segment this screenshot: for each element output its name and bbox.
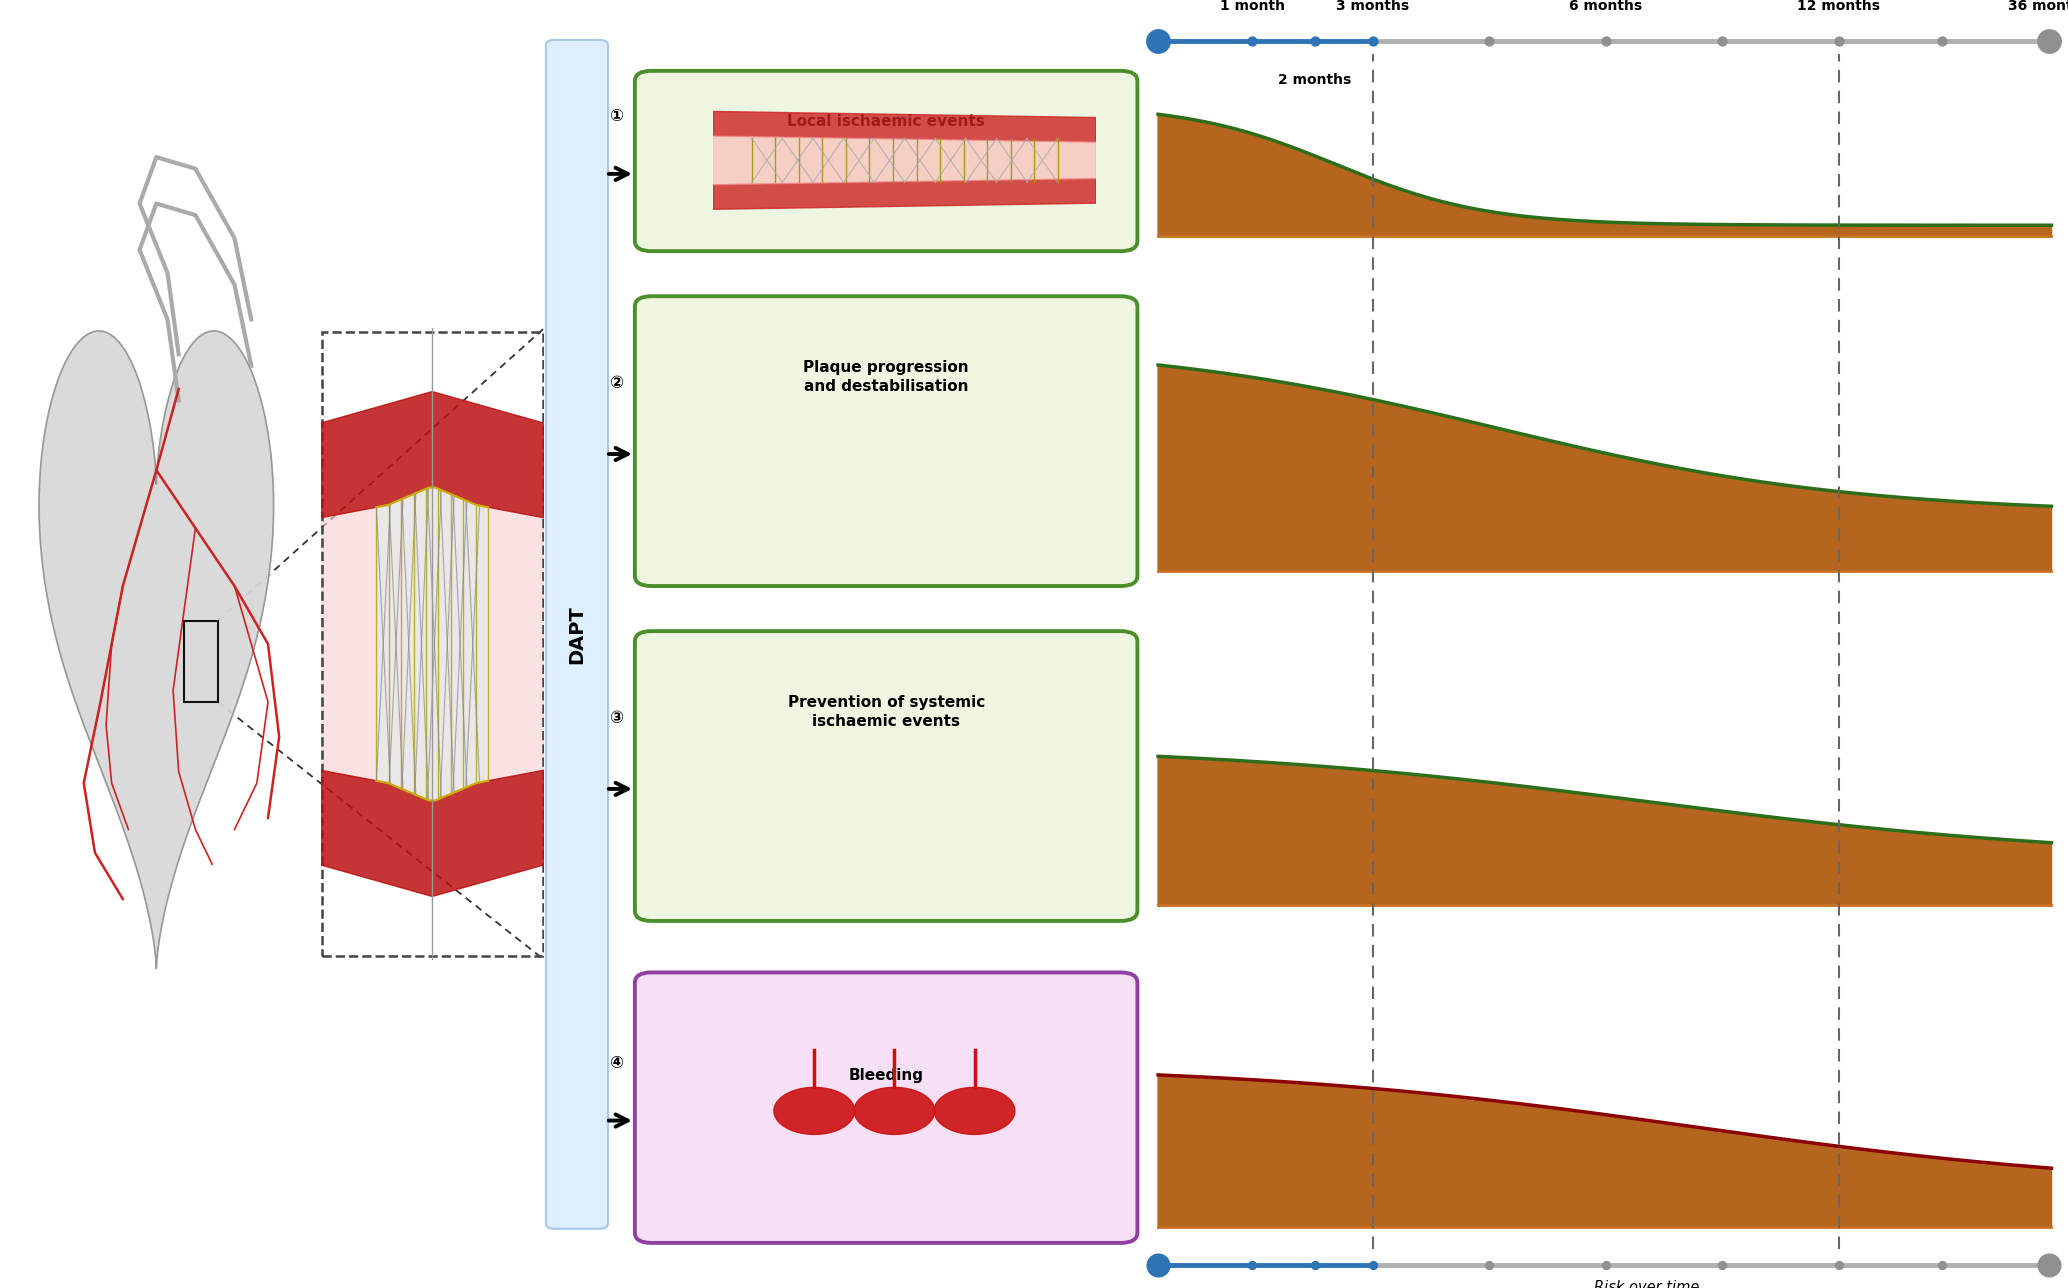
Polygon shape bbox=[321, 487, 544, 801]
Polygon shape bbox=[321, 392, 544, 518]
Text: ②: ② bbox=[608, 375, 622, 392]
Polygon shape bbox=[713, 112, 1096, 142]
Point bbox=[1235, 1255, 1268, 1275]
Polygon shape bbox=[39, 331, 273, 969]
Point bbox=[1472, 31, 1506, 52]
Point bbox=[2033, 1255, 2066, 1275]
Text: DAPT: DAPT bbox=[567, 605, 587, 663]
Text: ③: ③ bbox=[608, 710, 622, 726]
Text: 3 months: 3 months bbox=[1336, 0, 1410, 13]
Text: Local ischaemic events: Local ischaemic events bbox=[788, 113, 984, 129]
Point bbox=[1357, 1255, 1390, 1275]
Point bbox=[1299, 1255, 1332, 1275]
Text: Risk over time: Risk over time bbox=[1594, 1280, 1700, 1288]
Point bbox=[1588, 1255, 1621, 1275]
Point bbox=[2033, 31, 2066, 52]
Text: Bleeding: Bleeding bbox=[848, 1068, 924, 1083]
Polygon shape bbox=[935, 1087, 1015, 1135]
Polygon shape bbox=[854, 1087, 935, 1135]
Point bbox=[1142, 31, 1175, 52]
Text: Plaque progression
and destabilisation: Plaque progression and destabilisation bbox=[802, 361, 970, 394]
Text: 1 month: 1 month bbox=[1220, 0, 1284, 13]
Point bbox=[1925, 31, 1958, 52]
Point bbox=[1822, 31, 1855, 52]
Point bbox=[1235, 31, 1268, 52]
Text: 12 months: 12 months bbox=[1797, 0, 1880, 13]
Polygon shape bbox=[1158, 365, 2051, 571]
Point bbox=[1299, 31, 1332, 52]
Polygon shape bbox=[321, 770, 544, 896]
Text: ④: ④ bbox=[608, 1054, 622, 1072]
Point bbox=[1925, 1255, 1958, 1275]
FancyBboxPatch shape bbox=[546, 40, 608, 1229]
Polygon shape bbox=[713, 179, 1096, 210]
Polygon shape bbox=[713, 137, 1096, 185]
Point bbox=[1588, 31, 1621, 52]
Point bbox=[1706, 31, 1739, 52]
Polygon shape bbox=[376, 487, 488, 801]
Point bbox=[1357, 31, 1390, 52]
Polygon shape bbox=[1158, 115, 2051, 236]
Point bbox=[1472, 1255, 1506, 1275]
Polygon shape bbox=[773, 1087, 854, 1135]
Point bbox=[1822, 1255, 1855, 1275]
Bar bbox=[184, 621, 217, 702]
Text: ①: ① bbox=[608, 107, 622, 125]
FancyBboxPatch shape bbox=[635, 631, 1137, 921]
Text: 36 months: 36 months bbox=[2008, 0, 2068, 13]
FancyBboxPatch shape bbox=[635, 972, 1137, 1243]
Text: Prevention of systemic
ischaemic events: Prevention of systemic ischaemic events bbox=[788, 696, 984, 729]
FancyBboxPatch shape bbox=[635, 296, 1137, 586]
Text: 6 months: 6 months bbox=[1570, 0, 1642, 13]
Polygon shape bbox=[1158, 1075, 2051, 1227]
Polygon shape bbox=[1158, 756, 2051, 905]
FancyBboxPatch shape bbox=[635, 71, 1137, 251]
Text: 2 months: 2 months bbox=[1278, 73, 1350, 88]
Point bbox=[1142, 1255, 1175, 1275]
Point bbox=[1706, 1255, 1739, 1275]
